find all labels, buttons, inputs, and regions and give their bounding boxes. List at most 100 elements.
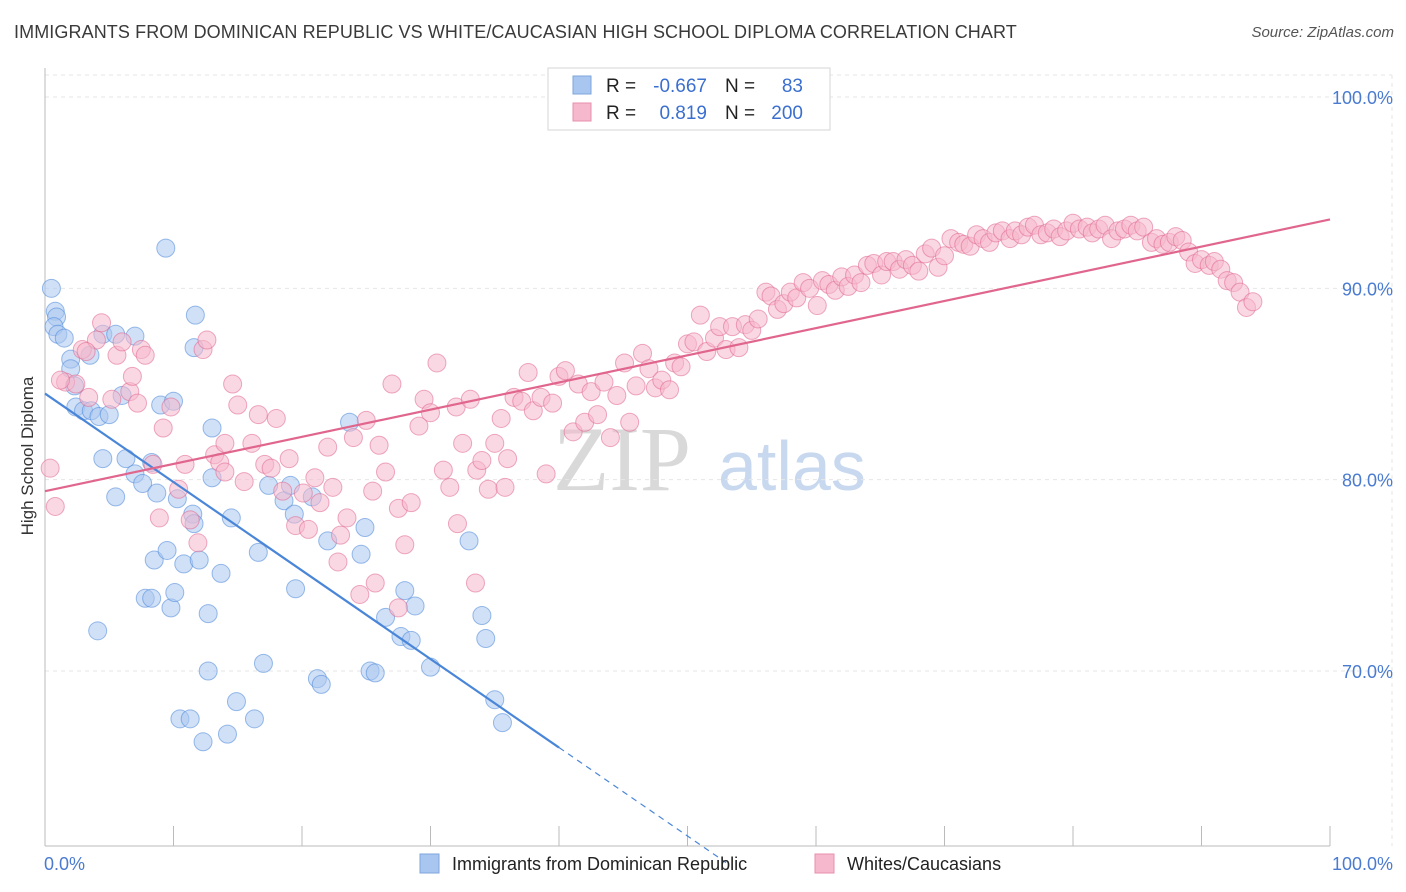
data-point-dominican [41, 278, 61, 298]
data-point-white [600, 428, 620, 448]
data-point-white [607, 385, 627, 405]
data-point-dominican [485, 690, 505, 710]
data-point-white [50, 370, 70, 390]
data-point-white [273, 481, 293, 501]
y-tick-label: 80.0% [1342, 471, 1393, 491]
data-point-white [671, 357, 691, 377]
data-point-white [356, 410, 376, 430]
data-point-dominican [144, 550, 164, 570]
data-point-white [376, 462, 396, 482]
legend-r-value-1: -0.667 [653, 76, 707, 97]
data-point-dominican [405, 596, 425, 616]
data-point-dominican [198, 604, 218, 624]
data-point-white [318, 437, 338, 457]
data-point-white [472, 451, 492, 471]
data-point-white [310, 493, 330, 513]
data-point-white [465, 573, 485, 593]
data-point-white [543, 393, 563, 413]
y-tick-labels: 70.0% 80.0% 90.0% 100.0% [1332, 88, 1393, 682]
data-point-dominican [226, 692, 246, 712]
data-point-dominican [459, 531, 479, 551]
data-point-white [350, 584, 370, 604]
data-point-white [690, 305, 710, 325]
data-point-white [421, 403, 440, 423]
data-point-white [536, 464, 556, 484]
data-point-dominican [221, 508, 241, 528]
data-point-white [909, 261, 929, 281]
data-point-white [851, 273, 871, 293]
trend-line-dominican [44, 392, 560, 749]
data-point-white [555, 361, 575, 381]
data-point-dominican [198, 661, 218, 681]
data-point-white [660, 380, 680, 400]
data-point-white [588, 405, 608, 425]
watermark-atlas: atlas [718, 427, 866, 505]
data-point-dominican [185, 305, 205, 325]
data-point-dominican [88, 621, 108, 641]
data-point-white [748, 309, 768, 329]
data-point-white [76, 341, 96, 361]
trend-lines [44, 218, 1331, 864]
chart-title: IMMIGRANTS FROM DOMINICAN REPUBLIC VS WH… [14, 22, 1017, 42]
data-point-dominican [147, 483, 167, 503]
data-point-white [161, 397, 181, 417]
data-point-white [485, 433, 505, 453]
data-point-dominican [355, 518, 375, 537]
data-point-white [369, 435, 389, 455]
data-point-white [175, 454, 195, 474]
data-point-dominican [376, 607, 396, 627]
data-point-white [266, 408, 286, 428]
data-point-dominican [248, 542, 268, 562]
legend-r-value-2: 0.819 [659, 103, 707, 124]
data-point-white [197, 330, 217, 350]
data-point-white [149, 508, 169, 528]
data-point-dominican [253, 653, 273, 673]
data-point-dominican [106, 487, 126, 507]
data-point-dominican [365, 663, 385, 683]
data-point-white [215, 433, 235, 453]
data-point-white [388, 598, 408, 618]
data-point-white [135, 345, 155, 365]
data-point-white [433, 460, 453, 480]
data-point-dominican [244, 709, 264, 729]
data-point-white [223, 374, 243, 394]
legend-swatch-blue [572, 75, 592, 95]
data-point-white [935, 246, 954, 266]
axes [44, 68, 1331, 847]
data-point-white [102, 389, 122, 409]
data-point-white [293, 483, 313, 503]
data-point-white [440, 477, 460, 497]
legend-swatch-pink [572, 102, 592, 122]
data-point-dominican [93, 449, 113, 469]
x-tick-label: 0.0% [44, 854, 85, 874]
series-legend: Immigrants from Dominican Republic White… [419, 853, 1001, 874]
data-point-white [128, 393, 148, 413]
data-point-white [45, 496, 65, 516]
data-point-white [581, 382, 601, 402]
data-point-white [79, 387, 99, 407]
data-point-white [215, 462, 235, 482]
data-point-dominican [351, 544, 371, 564]
data-point-dominican [133, 473, 153, 493]
source-credit: Source: ZipAtlas.com [1251, 24, 1394, 41]
data-point-dominican [202, 418, 222, 438]
x-tick-label: 100.0% [1332, 854, 1393, 874]
data-point-white [807, 296, 827, 316]
data-point-dominican [217, 724, 237, 744]
data-point-white [337, 508, 357, 528]
data-point-dominican [180, 709, 200, 729]
data-point-white [298, 519, 318, 539]
data-point-dominican [492, 713, 512, 733]
data-point-dominican [157, 540, 177, 560]
data-point-white [409, 416, 429, 436]
data-point-dominican [476, 628, 496, 648]
y-tick-label: 90.0% [1342, 279, 1393, 299]
data-point-white [122, 366, 142, 386]
legend-n-label-2: N = [725, 103, 755, 124]
data-point-white [40, 458, 60, 478]
data-point-white [343, 428, 363, 448]
legend-n-label-1: N = [725, 76, 755, 97]
data-point-white [518, 363, 538, 383]
data-point-white [363, 481, 383, 501]
